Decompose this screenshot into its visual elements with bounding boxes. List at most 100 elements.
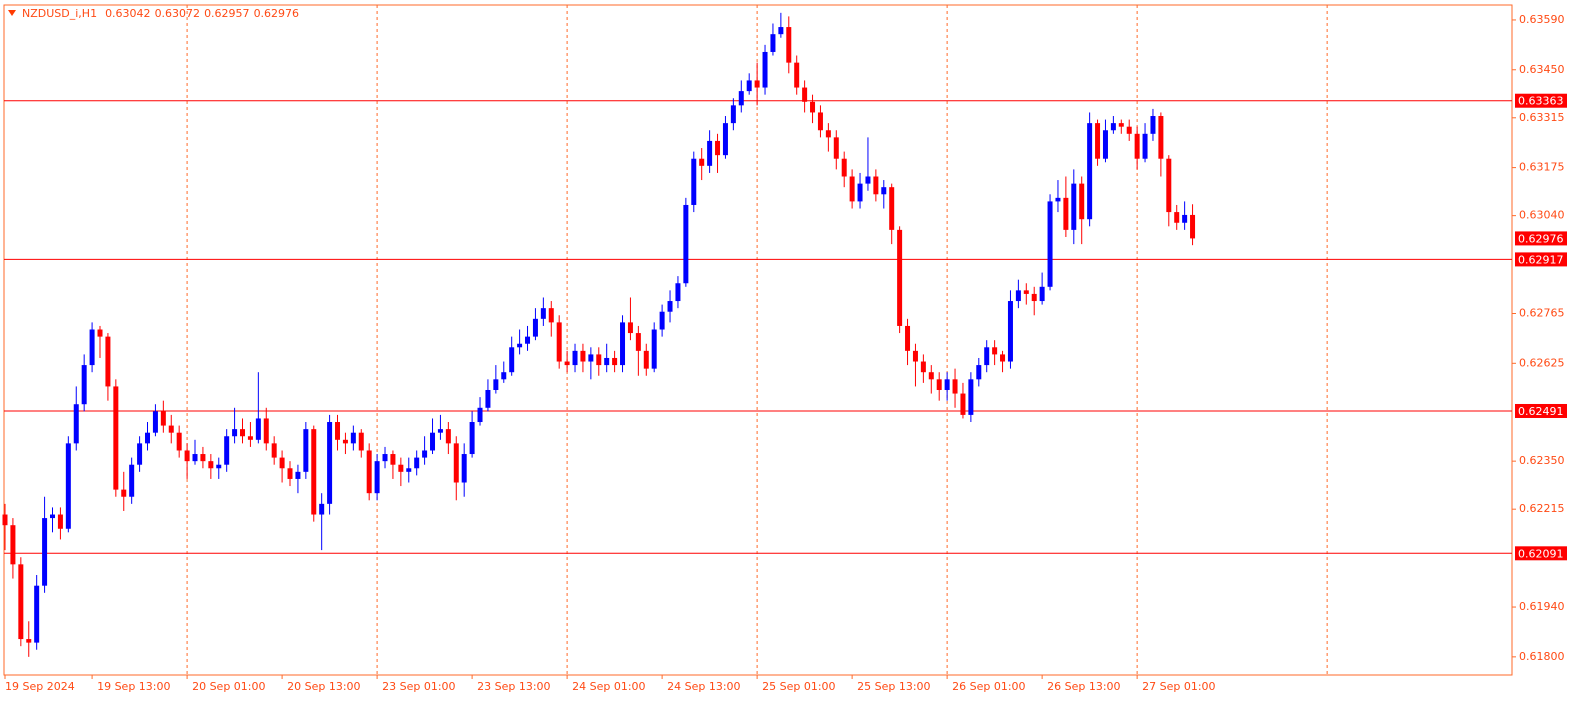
candle-body [224,436,230,465]
open-value: 0.63042 [105,7,151,20]
candle-body [1134,133,1140,159]
candle-body [445,429,451,444]
candle-body [580,350,586,362]
candle-body [992,347,998,355]
candle-body [406,468,412,472]
candle-body [358,432,364,451]
candle-body [564,361,570,366]
candle-body [651,329,657,369]
close-value: 0.62976 [254,7,300,20]
candle-body [414,457,420,469]
candle-body [2,514,8,526]
candle-body [920,361,926,373]
candle-body [707,140,713,166]
candle-body [501,372,507,380]
x-tick-label: 20 Sep 01:00 [192,680,265,693]
candle-body [73,404,79,444]
candle-body [905,325,911,351]
candle-body [802,87,808,102]
candle-body [596,354,602,366]
candle-body [430,432,436,451]
candle-body [335,422,341,440]
candle-body [1015,290,1021,302]
candle-body [715,140,721,156]
price-label-box [1515,93,1567,108]
candle-body [287,468,293,479]
candle-body [722,123,728,156]
candle-body [81,365,87,405]
candle-body [1079,183,1085,220]
candle-body [556,322,562,362]
candle-body [517,343,523,348]
candle-body [311,429,317,515]
candle-body [1110,123,1116,131]
candle-body [152,411,158,433]
candle-body [944,379,950,390]
candle-body [936,379,942,390]
candle-body [849,176,855,202]
low-value: 0.62957 [204,7,250,20]
candle-body [912,350,918,362]
candle-body [89,329,95,366]
candle-body [485,389,491,408]
candle-body [129,464,135,497]
high-value: 0.63072 [155,7,201,20]
candle-body [968,379,974,415]
levels [4,100,1512,554]
candle-body [984,347,990,366]
candle-body [620,322,626,366]
candle-body [216,464,222,469]
candle-body [572,350,578,366]
price-label: 0.63363 [1518,95,1564,108]
candle-body [627,322,633,334]
candle-body [762,51,768,88]
candle-body [699,158,705,166]
candle-body [461,454,467,483]
candle-body [1158,116,1164,159]
y-tick-label: 0.63315 [1519,111,1565,124]
candle-body [295,471,301,479]
candle-body [255,418,261,440]
candle-body [1039,286,1045,302]
candle-body [271,443,277,458]
x-tick-label: 25 Sep 13:00 [857,680,930,693]
candle-body [857,183,863,202]
candle-body [1190,214,1196,239]
candle-body [683,204,689,284]
candle-body [232,429,238,437]
candle-body [928,372,934,380]
candle-body [493,379,499,390]
candle-body [398,464,404,472]
price-label-box [1515,546,1567,561]
candle-body [247,436,253,440]
candle-body [667,301,673,312]
candle-body [1007,301,1013,362]
candle-body [786,27,792,63]
candle-body [105,336,111,387]
candle-body [525,336,531,344]
candle-body [1166,158,1172,213]
candle-body [42,518,48,586]
candle-body [34,585,40,643]
candle-body [960,393,966,415]
candle-body [1095,123,1101,159]
candle-body [604,357,610,366]
candle-body [1102,130,1108,159]
candle-body [841,158,847,177]
y-tick-label: 0.63590 [1519,13,1565,26]
x-tick-label: 19 Sep 2024 [5,680,75,693]
candle-body [738,91,744,106]
y-tick-label: 0.63040 [1519,209,1565,222]
y-tick-label: 0.63175 [1519,161,1565,174]
y-tick-label: 0.62625 [1519,356,1565,369]
candle-body [240,429,246,437]
candle-body [540,308,546,319]
price-label: 0.62091 [1518,547,1564,560]
candle-body [1047,201,1053,287]
price-label: 0.62917 [1518,253,1564,266]
candle-body [374,461,380,494]
candle-body [881,187,887,195]
candle-body [1087,123,1093,220]
